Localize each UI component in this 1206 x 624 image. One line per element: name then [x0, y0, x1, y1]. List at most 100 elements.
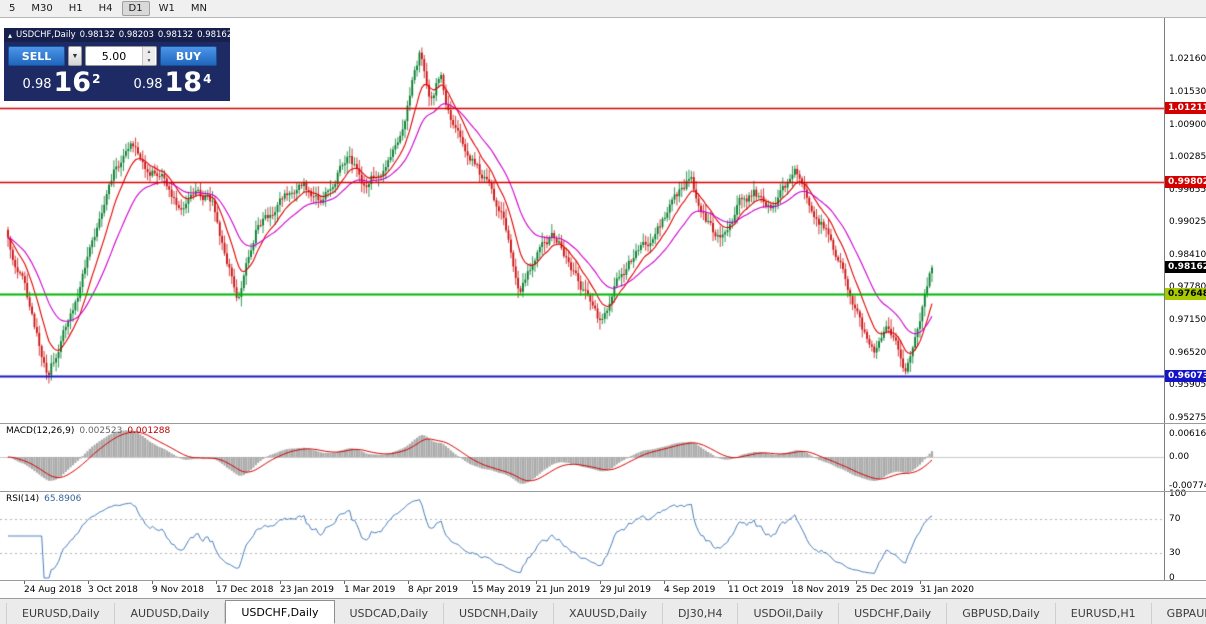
main-macd-separator[interactable] — [0, 423, 1206, 424]
macd-rsi-separator[interactable] — [0, 491, 1206, 492]
one-click-trading-panel: ▴ USDCHF,Daily 0.98132 0.98203 0.98132 0… — [4, 28, 233, 101]
date-label: 25 Dec 2019 — [856, 585, 914, 595]
timeframe-button-d1[interactable]: D1 — [121, 1, 150, 16]
chevron-down-icon: ▼ — [71, 52, 79, 60]
lot-size-field: ▲ ▼ — [85, 46, 157, 66]
ohlc-low: 0.98132 — [157, 30, 194, 40]
panel-collapse-icon[interactable]: ▴ — [8, 30, 13, 40]
date-label: 1 Mar 2019 — [344, 585, 396, 595]
lot-dropdown-button[interactable]: ▼ — [68, 46, 82, 66]
date-label: 9 Nov 2018 — [152, 585, 204, 595]
axis-label: -0.00774 — [1169, 481, 1206, 492]
axis-label: 0 — [1169, 573, 1175, 583]
macd-indicator-label: MACD(12,26,9) 0.002523 0.001288 — [6, 426, 171, 436]
hline-price-badge: 1.01211 — [1165, 102, 1206, 115]
date-label: 3 Oct 2018 — [88, 585, 138, 595]
axis-label: 0.00616 — [1169, 428, 1206, 439]
timeframe-toolbar: 5 M30 H1 H4 D1 W1 MN — [0, 0, 1206, 18]
date-label: 4 Sep 2019 — [664, 585, 716, 595]
chart-tab[interactable]: AUDUSD,Daily — [115, 603, 226, 624]
macd-main-value: 0.002523 — [79, 426, 123, 436]
timeframe-button-w1[interactable]: W1 — [152, 1, 182, 16]
axis-label: 0.95275 — [1169, 413, 1206, 423]
date-axis[interactable]: 24 Aug 2018 3 Oct 2018 9 Nov 2018 17 Dec 20… — [0, 581, 1206, 598]
date-tick — [856, 581, 857, 584]
buy-price-display[interactable]: 0.98 18 4 — [121, 67, 224, 98]
date-tick — [728, 581, 729, 584]
price-axis[interactable]: 1.02160 1.01530 1.00900 1.00285 0.99655 0.990… — [1164, 18, 1206, 583]
date-label: 15 May 2019 — [472, 585, 531, 595]
date-label: 11 Oct 2019 — [728, 585, 784, 595]
chart-tab[interactable]: USDOil,Daily — [738, 603, 840, 624]
date-label: 29 Jul 2019 — [600, 585, 651, 595]
current-price-badge: 0.98162 — [1165, 261, 1206, 274]
chart-tab[interactable]: DJ30,H4 — [663, 603, 739, 624]
date-tick — [920, 581, 921, 584]
axis-label: 0.99025 — [1169, 217, 1206, 228]
date-tick — [792, 581, 793, 584]
lot-increment-button[interactable]: ▲ — [143, 47, 155, 56]
price-chart-canvas[interactable] — [0, 18, 1164, 581]
chart-tab[interactable]: USDCNH,Daily — [444, 603, 555, 624]
chart-tab[interactable]: GBPAUD,H1 — [1152, 603, 1206, 624]
date-label: 8 Apr 2019 — [408, 585, 458, 595]
sell-price-display[interactable]: 0.98 16 2 — [10, 69, 113, 97]
lot-size-input[interactable] — [86, 47, 142, 65]
axis-label: 1.01530 — [1169, 86, 1206, 97]
buy-price-big: 18 — [164, 67, 203, 98]
buy-price-pipette: 4 — [203, 72, 212, 86]
chart-tab[interactable]: XAUUSD,Daily — [554, 603, 663, 624]
timeframe-button-h1[interactable]: H1 — [62, 1, 90, 16]
chart-tab[interactable]: GBPUSD,Daily — [947, 603, 1056, 624]
timeframe-button-m30[interactable]: M30 — [24, 1, 59, 16]
chart-tab[interactable]: USDCHF,Daily — [839, 603, 948, 624]
bid-ask-display: 0.98 16 2 0.98 18 4 — [4, 68, 230, 97]
date-tick — [216, 581, 217, 584]
lot-spinner: ▲ ▼ — [142, 47, 155, 65]
date-tick — [152, 581, 153, 584]
date-tick — [664, 581, 665, 584]
rsi-dateaxis-separator — [0, 580, 1206, 581]
timeframe-button-h4[interactable]: H4 — [92, 1, 120, 16]
axis-label: 0.99655 — [1169, 184, 1206, 195]
chart-tab[interactable]: EURUSD,Daily — [6, 603, 116, 624]
ohlc-close: 0.98162 — [197, 30, 233, 40]
sell-button[interactable]: SELL — [8, 46, 65, 66]
date-tick — [88, 581, 89, 584]
buy-price-prefix: 0.98 — [133, 76, 163, 92]
axis-label: 30 — [1169, 547, 1181, 558]
axis-label: 70 — [1169, 514, 1181, 525]
hline-price-badge: 0.97648 — [1165, 288, 1206, 301]
date-label: 24 Aug 2018 — [24, 585, 82, 595]
lot-decrement-button[interactable]: ▼ — [143, 56, 155, 65]
hline-price-badge: 0.99802 — [1165, 175, 1206, 188]
rsi-value: 65.8906 — [44, 494, 82, 504]
axis-label: 1.00900 — [1169, 119, 1206, 130]
axis-label: 1.02160 — [1169, 54, 1206, 64]
axis-label: 100 — [1169, 489, 1187, 499]
buy-button[interactable]: BUY — [160, 46, 217, 66]
timeframe-button-mn[interactable]: MN — [184, 1, 214, 16]
timeframe-button-5[interactable]: 5 — [2, 1, 22, 16]
chart-ohlc-header: ▴ USDCHF,Daily 0.98132 0.98203 0.98132 0… — [4, 28, 233, 42]
chart-tab[interactable]: EURUSD,H1 — [1056, 603, 1152, 624]
date-tick — [24, 581, 25, 584]
axis-label: 0.98410 — [1169, 249, 1206, 260]
macd-signal-value: 0.001288 — [127, 426, 171, 436]
sell-price-prefix: 0.98 — [22, 76, 52, 92]
date-tick — [408, 581, 409, 584]
ohlc-open: 0.98132 — [79, 30, 115, 40]
sell-price-pipette: 2 — [92, 72, 101, 86]
rsi-indicator-label: RSI(14) 65.8906 — [6, 494, 82, 504]
trade-controls-row: SELL ▼ ▲ ▼ BUY — [4, 42, 230, 68]
chart-tab[interactable]: USDCHF,Daily — [225, 600, 335, 624]
date-tick — [344, 581, 345, 584]
date-label: 18 Nov 2019 — [792, 585, 850, 595]
date-tick — [280, 581, 281, 584]
chart-symbol-label: USDCHF,Daily — [16, 30, 76, 40]
chart-tab[interactable]: USDCAD,Daily — [335, 603, 445, 624]
hline-price-badge: 0.96073 — [1165, 370, 1206, 383]
date-label: 17 Dec 2018 — [216, 585, 274, 595]
date-tick — [600, 581, 601, 584]
